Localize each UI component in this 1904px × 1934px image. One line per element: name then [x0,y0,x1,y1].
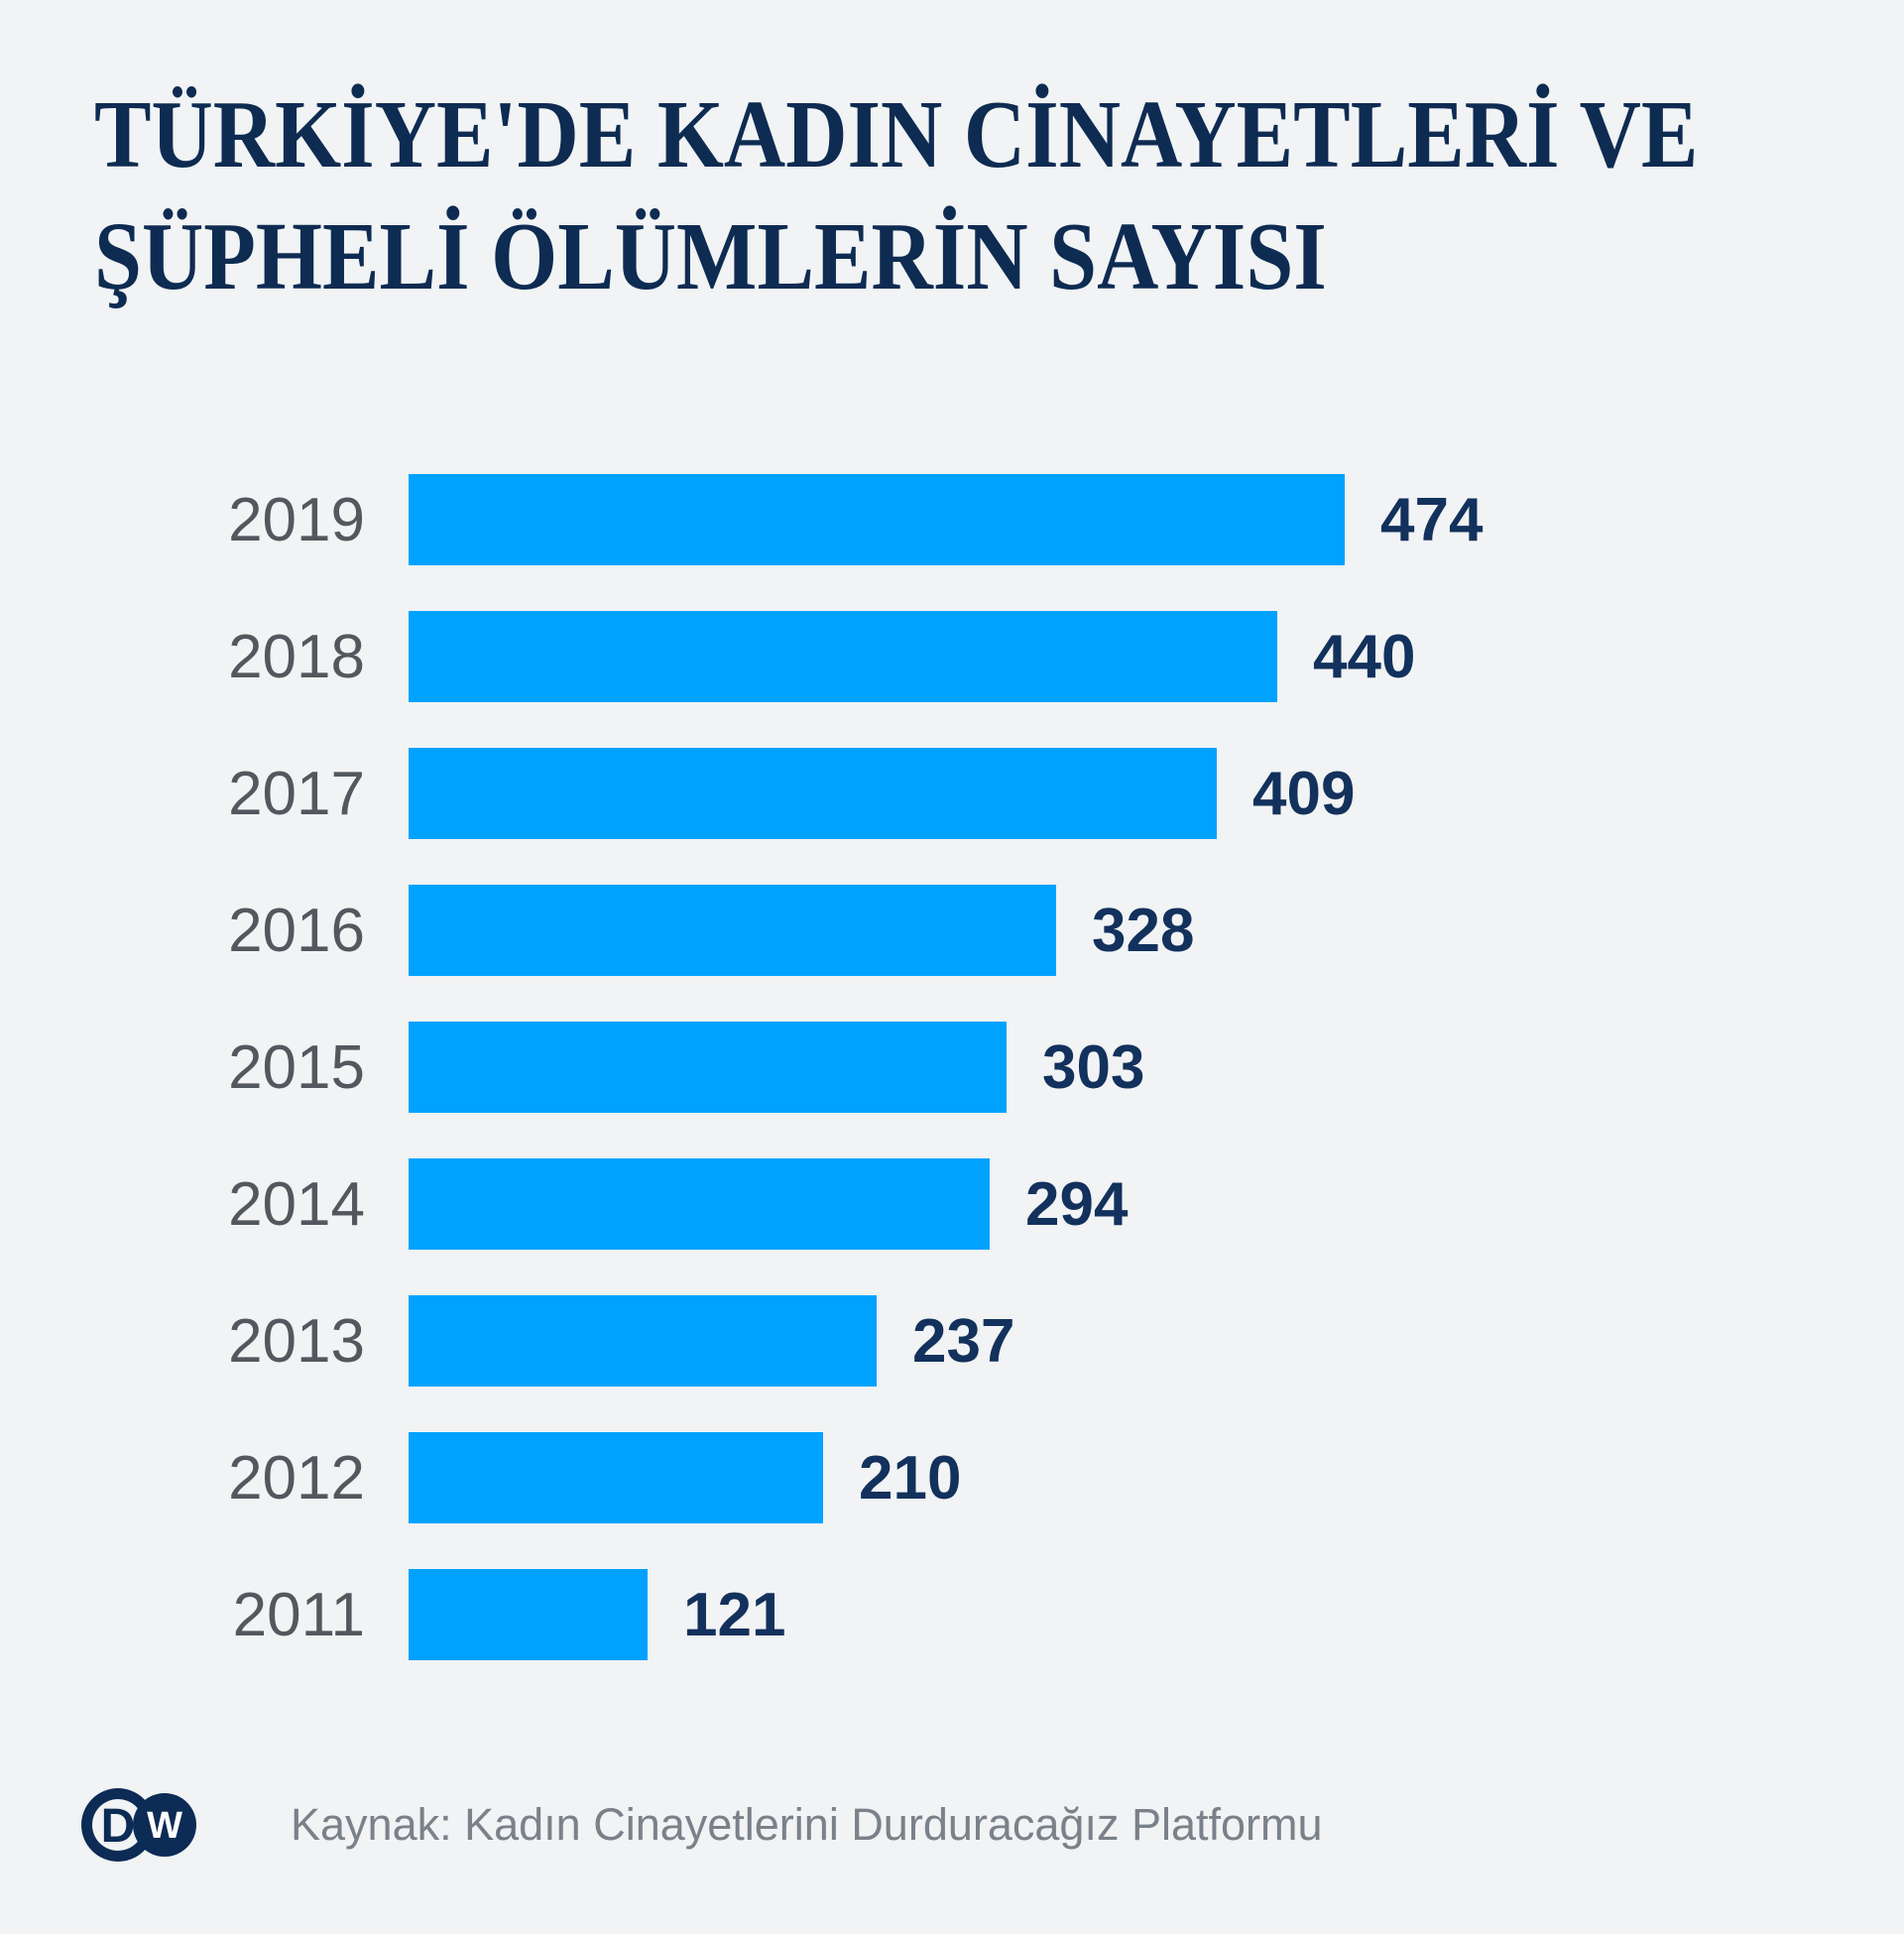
bar-2014 [409,1158,990,1250]
bar-row: 2019 474 [94,474,1483,565]
bar-row: 2016 328 [94,885,1483,976]
year-label: 2018 [228,622,365,691]
value-label: 121 [683,1580,786,1649]
dw-logo-letter-d: D [101,1800,136,1853]
year-label: 2019 [228,485,365,554]
dw-logo-icon: D W [81,1788,196,1862]
value-label: 210 [859,1443,962,1512]
bar-2016 [409,885,1056,976]
bar-2012 [409,1432,823,1523]
value-label: 440 [1313,622,1416,691]
value-label: 474 [1380,485,1484,554]
bar-2015 [409,1022,1007,1113]
value-label: 237 [912,1306,1015,1376]
bar-row: 2015 303 [94,1022,1483,1113]
year-label: 2017 [228,759,365,828]
year-label: 2015 [228,1032,365,1102]
footer: D W Kaynak: Kadın Cinayetlerini Durdurac… [81,1785,1323,1865]
year-label: 2012 [228,1443,365,1512]
chart-title: TÜRKİYE'DE KADIN CİNAYETLERİ VE ŞÜPHELİ … [94,74,1698,318]
value-label: 409 [1252,759,1356,828]
year-label: 2014 [228,1169,365,1239]
bar-2011 [409,1569,648,1660]
bar-row: 2017 409 [94,748,1483,839]
value-label: 294 [1025,1169,1129,1239]
bar-row: 2011 121 [94,1569,1483,1660]
bar-row: 2014 294 [94,1158,1483,1250]
bar-row: 2018 440 [94,611,1483,702]
bar-2018 [409,611,1277,702]
bar-row: 2013 237 [94,1295,1483,1387]
year-label: 2016 [228,896,365,965]
bar-2017 [409,748,1217,839]
bar-row: 2012 210 [94,1432,1483,1523]
year-label: 2011 [232,1580,365,1649]
chart-title-line2: ŞÜPHELİ ÖLÜMLERİN SAYISI [94,203,1327,310]
bar-rows: 2019 474 2018 440 2017 409 2016 328 2015… [94,474,1483,1706]
source-text: Kaynak: Kadın Cinayetlerini Durduracağız… [291,1799,1323,1850]
bar-2019 [409,474,1345,565]
dw-logo-letter-w: W [147,1805,182,1847]
bar-2013 [409,1295,877,1387]
value-label: 328 [1092,896,1195,965]
chart-title-line1: TÜRKİYE'DE KADIN CİNAYETLERİ VE [94,81,1699,188]
value-label: 303 [1042,1032,1145,1102]
year-label: 2013 [228,1306,365,1376]
